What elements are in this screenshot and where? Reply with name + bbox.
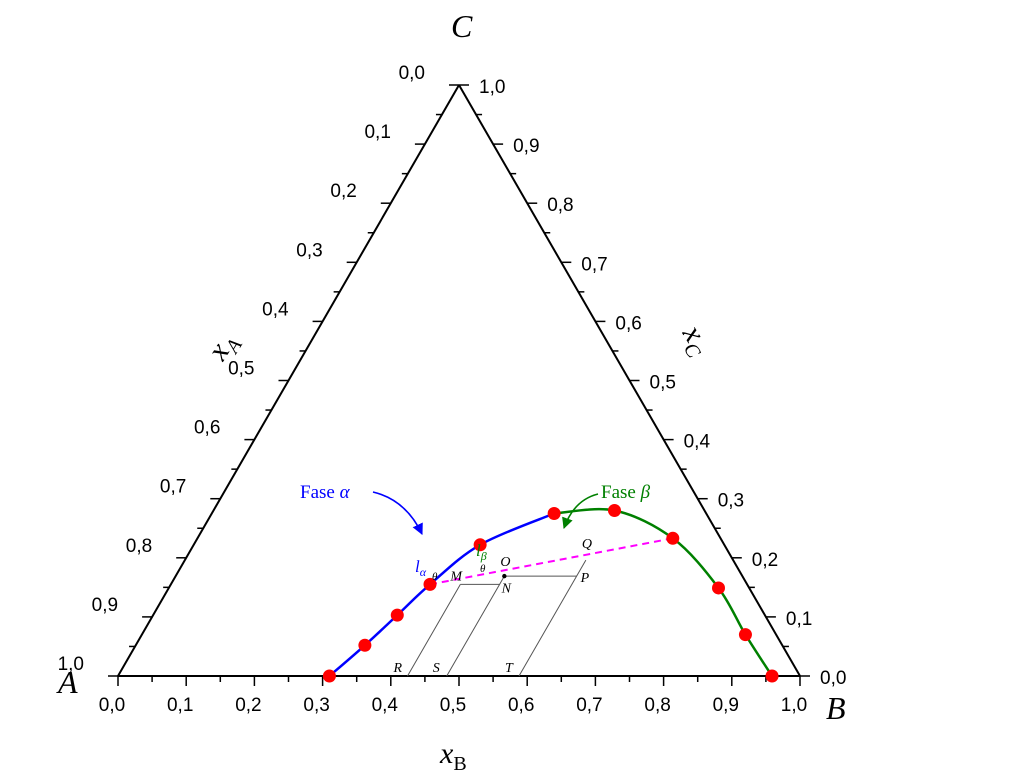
- tick-label-b: 0,2: [235, 695, 261, 716]
- tick-label-a: 0,1: [364, 122, 390, 143]
- tick-label-c: 0,4: [684, 432, 711, 453]
- tick-label-c: 0,1: [786, 609, 812, 630]
- tie-line: [429, 537, 673, 586]
- l-alpha-label: lα: [415, 557, 427, 579]
- tick-label-b: 0,8: [644, 695, 670, 716]
- data-markers: [322, 504, 779, 683]
- tick-label-a: 0,3: [296, 240, 322, 261]
- tick-label-c: 0,3: [718, 491, 744, 512]
- point-label-r: R: [393, 661, 403, 676]
- data-point-alpha-0: [322, 669, 336, 683]
- tick-label-b: 0,6: [508, 695, 534, 716]
- l-beta-label: lβ: [476, 541, 487, 563]
- phase-curves: [328, 491, 774, 677]
- phase-alpha-label: Fase α: [300, 482, 351, 503]
- tick-label-c: 0,9: [513, 136, 539, 157]
- point-label-s: S: [433, 661, 440, 676]
- point-label-m: M: [449, 569, 463, 584]
- chart-labels: A B C xB xA xC Fase α Fase β lα lβ θ θ M…: [56, 8, 846, 775]
- tick-label-c: 1,0: [479, 77, 505, 98]
- tick-label-a: 0,0: [399, 63, 425, 84]
- tick-label-a: 0,6: [194, 418, 220, 439]
- tick-label-a: 1,0: [58, 654, 84, 675]
- construction-line-rm: [407, 584, 461, 677]
- tick-label-a: 0,4: [262, 299, 289, 320]
- data-point-beta-2: [666, 531, 680, 545]
- phase-beta-label: Fase β: [601, 482, 651, 503]
- vertex-label-b: B: [826, 690, 846, 726]
- point-label-t: T: [505, 661, 514, 676]
- tick-label-a: 0,8: [126, 536, 152, 557]
- point-label-q: Q: [582, 537, 592, 552]
- ternary-axes: 0,0 0,1 0,2 0,3 0,4 0,5 0,6 0,7 0,8 0,9 1,0 0,0 0,1 0…: [58, 63, 847, 716]
- series-line-alpha: [328, 512, 555, 677]
- data-point-beta-3: [712, 581, 726, 595]
- tick-label-a: 0,5: [228, 359, 254, 380]
- vertex-label-a: A: [56, 664, 78, 700]
- series-line-beta: [554, 507, 774, 677]
- tick-label-b: 0,0: [99, 695, 125, 716]
- point-label-o: O: [500, 555, 510, 570]
- tick-label-c: 0,7: [581, 254, 607, 275]
- arrow-alpha: [372, 491, 423, 536]
- arrow-beta: [562, 493, 599, 530]
- tick-label-b: 0,3: [303, 695, 329, 716]
- tick-label-c: 0,0: [820, 668, 846, 689]
- tick-label-c: 0,6: [615, 313, 641, 334]
- tick-label-a: 0,7: [160, 477, 186, 498]
- tick-label-c: 0,8: [547, 195, 573, 216]
- data-point-alpha-1: [358, 638, 372, 652]
- data-point-alpha-2: [390, 608, 404, 622]
- theta-label-1: θ: [432, 571, 438, 583]
- data-point-beta-4: [738, 628, 752, 642]
- point-label-n: N: [501, 581, 512, 596]
- tick-label-c: 0,2: [752, 550, 778, 571]
- data-point-alpha-3: [423, 577, 437, 591]
- tick-label-b: 0,5: [440, 695, 466, 716]
- tick-label-b: 0,7: [576, 695, 602, 716]
- point-label-p: P: [580, 571, 590, 586]
- construction-line-so: [446, 575, 505, 677]
- axis-label-xc: xC: [671, 318, 718, 362]
- tick-label-a: 0,2: [330, 181, 356, 202]
- data-point-beta-5: [765, 669, 779, 683]
- tick-label-c: 0,5: [650, 373, 676, 394]
- tick-label-a: 0,9: [92, 595, 118, 616]
- tick-label-b: 1,0: [781, 695, 807, 716]
- axis-label-xb: xB: [439, 737, 467, 775]
- vertex-label-c: C: [451, 8, 473, 44]
- tick-label-b: 0,1: [167, 695, 193, 716]
- point-o-dot: [502, 573, 507, 579]
- tick-label-b: 0,9: [713, 695, 739, 716]
- construction-line-tq: [518, 559, 587, 677]
- theta-label-2: θ: [480, 563, 486, 575]
- data-point-beta-1: [607, 504, 621, 518]
- construction-lines: [407, 537, 673, 677]
- data-point-alpha-5: [547, 506, 561, 520]
- data-point-alpha-4: [473, 538, 487, 552]
- tick-label-b: 0,4: [372, 695, 399, 716]
